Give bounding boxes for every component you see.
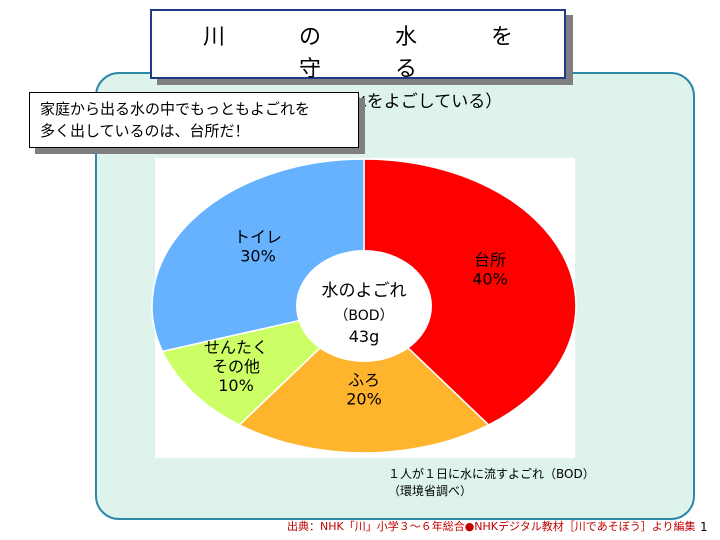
donut-hole [296, 250, 432, 362]
slice-value-label: 30% [240, 247, 276, 266]
slice-category-label: 台所 [474, 251, 506, 270]
slice-category-label: トイレ [234, 228, 282, 247]
center-label: 水のよごれ [322, 281, 407, 301]
slice-value-label: 40% [472, 270, 508, 289]
slice-category-label: ふろ [348, 371, 380, 390]
caption-line-1: １人が１日に水に流すよごれ（BOD） [388, 467, 595, 481]
caption-line-2: （環境省調べ） [388, 484, 473, 498]
center-label: 43g [349, 327, 380, 346]
note-line-2: 多く出しているのは、台所だ！ [40, 122, 250, 140]
center-label: （BOD） [334, 308, 393, 324]
page-number: 1 [700, 520, 708, 534]
slice-category-label: その他 [212, 357, 260, 376]
title-box: 川 の 水 を 守 る （わたしたちは、水をよごしている） [150, 9, 566, 112]
slice-value-label: 10% [218, 376, 254, 395]
source-credit: 出典：NHK「川」小学３～６年総合●NHKデジタル教材［川であそぼう］より編集 [287, 520, 696, 533]
pie-slice [238, 304, 490, 454]
page-title: 川 の 水 を 守 る [202, 25, 588, 82]
chart-caption: １人が１日に水に流すよごれ（BOD） （環境省調べ） [388, 466, 595, 500]
slice-value-label: 20% [346, 390, 382, 409]
slice-category-label: せんたく [204, 338, 268, 357]
note-box: 家庭から出る水の中でもっともよごれを 多く出しているのは、台所だ！ [29, 92, 359, 148]
pie-slice [363, 158, 577, 426]
note-line-1: 家庭から出る水の中でもっともよごれを [40, 100, 311, 118]
